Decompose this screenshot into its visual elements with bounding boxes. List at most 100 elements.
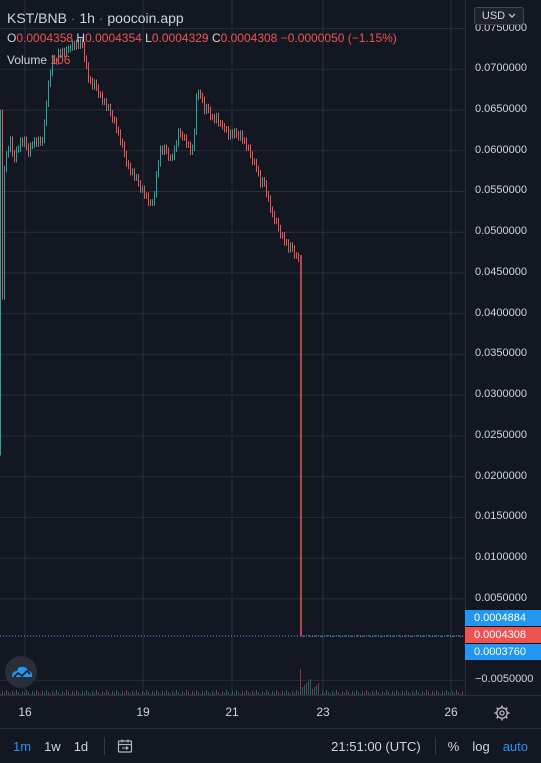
volume-bar [88, 692, 89, 695]
volume-bar [296, 690, 297, 695]
volume-bar [322, 691, 323, 695]
volume-bar [94, 693, 95, 695]
percent-toggle[interactable]: % [447, 738, 460, 754]
volume-bar [98, 692, 99, 695]
volume-bar [430, 694, 431, 695]
volume-bar [388, 692, 389, 695]
volume-bar [40, 694, 41, 695]
volume-bar [120, 694, 121, 695]
price-chart[interactable] [0, 0, 465, 695]
volume-bar [412, 691, 413, 695]
volume-bar [274, 693, 275, 695]
volume-bar [446, 690, 447, 695]
volume-bar [254, 693, 255, 695]
tradingview-logo-icon[interactable] [5, 656, 37, 688]
volume-bar [44, 693, 45, 695]
volume-bar [92, 691, 93, 695]
volume-bar [386, 690, 387, 695]
volume-bar [114, 693, 115, 695]
time-axis[interactable]: 16 19 21 23 26 [0, 695, 541, 728]
volume-bar [398, 692, 399, 695]
symbol-name[interactable]: KST/BNB [7, 10, 67, 26]
volume-bar [8, 692, 9, 695]
volume-value: 106 [50, 53, 71, 67]
volume-bar [314, 687, 315, 695]
volume-bar [58, 692, 59, 695]
volume-bar [340, 694, 341, 695]
time-tick-label: 26 [444, 705, 458, 719]
currency-selector[interactable]: USD [474, 7, 524, 25]
gear-icon[interactable] [493, 704, 511, 722]
auto-toggle[interactable]: auto [502, 738, 528, 754]
volume-bar [24, 693, 25, 695]
volume-label[interactable]: Volume [7, 53, 48, 67]
volume-bar [118, 692, 119, 695]
change-value: −0.0000050 (−1.15%) [280, 31, 397, 45]
volume-bar [418, 692, 419, 695]
volume-bar [186, 690, 187, 695]
toolbar-divider [434, 737, 436, 755]
interval-label[interactable]: 1h [79, 10, 95, 26]
time-tick-label: 21 [225, 705, 239, 719]
volume-bar [372, 691, 373, 695]
open-value: 0.0004358 [16, 31, 74, 45]
bottom-toolbar: 1m 1w 1d 21:51:00 (UTC) % log auto [0, 728, 541, 763]
price-axis[interactable]: 0.0750000 0.0700000 0.0650000 0.0600000 0.05… [465, 0, 541, 695]
volume-bar [22, 691, 23, 695]
volume-bar [336, 690, 337, 695]
volume-bar [402, 691, 403, 695]
volume-bar [358, 692, 359, 695]
time-tick-label: 19 [136, 705, 150, 719]
timeframe-1w[interactable]: 1w [44, 738, 61, 754]
volume-bar [276, 690, 277, 695]
volume-bar [174, 693, 175, 695]
log-toggle[interactable]: log [472, 738, 490, 754]
volume-bar [202, 691, 203, 695]
volume-bar [392, 691, 393, 695]
volume-bar [190, 694, 191, 695]
volume-bar [80, 694, 81, 695]
volume-bar [370, 694, 371, 695]
price-tick-label: 0.0300000 [475, 388, 527, 401]
volume-bar [26, 690, 27, 695]
date-range-icon[interactable] [116, 737, 134, 755]
close-label: C [211, 31, 221, 45]
time-tick-label: 16 [18, 705, 32, 719]
volume-bar [36, 690, 37, 695]
volume-bar [410, 694, 411, 695]
volume-bar [86, 690, 87, 695]
price-tick-label: 0.0500000 [475, 225, 527, 238]
volume-bar [300, 669, 301, 695]
volume-bar [20, 694, 21, 695]
volume-bar [140, 694, 141, 695]
volume-bar [200, 694, 201, 695]
volume-bar [324, 693, 325, 695]
volume-bar [60, 694, 61, 695]
volume-bar [14, 693, 15, 695]
volume-bar [424, 693, 425, 695]
volume-bar [222, 691, 223, 695]
volume-bar [406, 690, 407, 695]
volume-bar [460, 694, 461, 695]
price-tick-label: 0.0600000 [475, 143, 527, 156]
volume-bar [226, 690, 227, 695]
volume-bar [78, 692, 79, 695]
volume-bar [304, 685, 305, 695]
utc-clock[interactable]: 21:51:00 (UTC) [331, 738, 421, 754]
volume-bar [312, 689, 313, 695]
volume-bar [52, 691, 53, 695]
volume-bar [154, 693, 155, 695]
volume-bar [294, 693, 295, 695]
price-tick-label: 0.0050000 [475, 591, 527, 604]
volume-bar [376, 690, 377, 695]
volume-bar [350, 694, 351, 695]
timeframe-1m[interactable]: 1m [13, 738, 32, 754]
volume-bar [298, 692, 299, 695]
volume-bar [290, 694, 291, 695]
timeframe-1d[interactable]: 1d [73, 738, 89, 754]
volume-bar [64, 693, 65, 695]
volume-bar [396, 690, 397, 695]
volume-bar [170, 694, 171, 695]
chart-legend: KST/BNB · 1h · poocoin.app O0.0004358 H0… [7, 10, 397, 68]
volume-bar [394, 693, 395, 695]
